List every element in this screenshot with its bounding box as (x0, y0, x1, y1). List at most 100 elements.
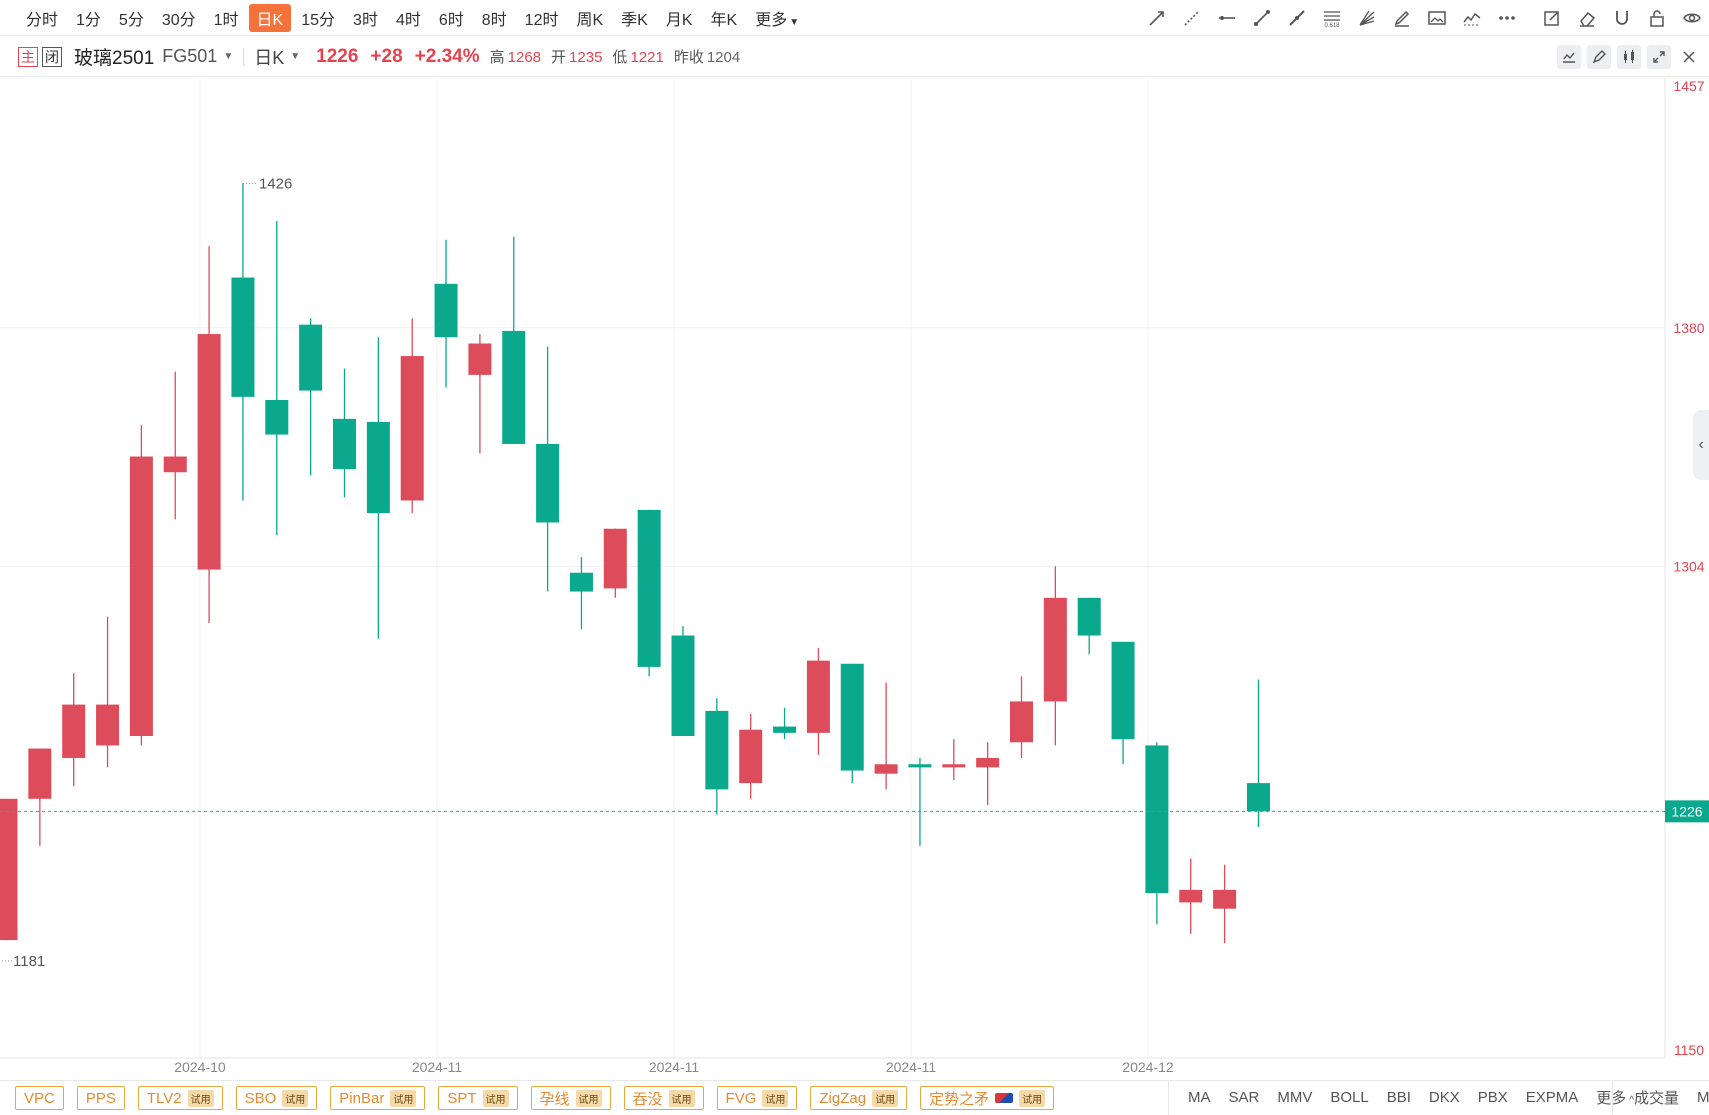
period-tab-label: 6时 (438, 11, 464, 29)
period-tab[interactable]: 更多 ▼ (747, 4, 807, 32)
arrow-line-icon[interactable] (1146, 7, 1168, 29)
candle-body (299, 324, 323, 391)
indicator-settings-icon[interactable] (1557, 45, 1581, 69)
dashed-ray-icon[interactable] (1181, 7, 1203, 29)
close-icon[interactable] (1677, 45, 1701, 69)
low-stat: 低 1221 (612, 46, 663, 67)
trial-badge: 试用 (187, 1089, 214, 1107)
sub-indicator[interactable]: MA (1697, 1089, 1709, 1106)
indicator-button[interactable]: 孕线 试用 (530, 1086, 611, 1110)
image-icon[interactable] (1426, 7, 1448, 29)
period-tab[interactable]: 8时 (474, 4, 515, 32)
indicator-button[interactable]: SPT 试用 (438, 1086, 518, 1110)
y-tick-label: 1457 (1673, 78, 1704, 94)
main-indicator[interactable]: BBI (1386, 1089, 1411, 1106)
candle-body (163, 456, 187, 473)
candle-body (366, 421, 390, 514)
candle-body (908, 764, 932, 768)
candle-body (0, 798, 18, 941)
main-indicator[interactable]: SAR (1228, 1089, 1260, 1106)
fan-icon[interactable] (1356, 7, 1378, 29)
segment-icon[interactable] (1251, 7, 1273, 29)
candle-style-icon[interactable] (1617, 45, 1641, 69)
x-tick-label: 2024-11 (886, 1059, 937, 1075)
candle-body (569, 572, 593, 592)
more-dots-icon[interactable] (1496, 7, 1518, 29)
indicator-button[interactable]: ZigZag 试用 (810, 1086, 908, 1110)
period-tab[interactable]: 4时 (388, 4, 429, 32)
main-indicator[interactable]: BOLL (1330, 1089, 1369, 1106)
indicator-label: SBO (244, 1089, 277, 1107)
period-tab-label: 5分 (118, 11, 144, 29)
pencil-line-icon[interactable] (1286, 7, 1308, 29)
highlighter-icon[interactable] (1391, 7, 1413, 29)
eraser-icon[interactable] (1576, 7, 1598, 29)
fullscreen-icon[interactable] (1647, 45, 1671, 69)
period-tab[interactable]: 分时 (18, 4, 66, 32)
note-edit-icon[interactable] (1541, 7, 1563, 29)
candle-body (1111, 641, 1135, 740)
indicator-button[interactable]: TLV2 试用 (137, 1086, 223, 1110)
indicator-button[interactable]: VPC (15, 1086, 64, 1110)
candle-body (333, 418, 356, 470)
main-indicator[interactable]: MMV (1277, 1089, 1313, 1106)
indicator-button[interactable]: 定势之矛 试用 (920, 1086, 1055, 1110)
indicator-button[interactable]: FVG 试用 (716, 1086, 798, 1110)
candle-body (942, 764, 966, 768)
trial-badge: 试用 (575, 1089, 602, 1107)
main-indicator[interactable]: MA (1188, 1089, 1211, 1106)
candle-body (468, 343, 492, 375)
period-tab[interactable]: 12时 (517, 4, 567, 32)
low-marker-label: 1181 (13, 953, 45, 970)
period-tab[interactable]: 日K (248, 3, 292, 32)
kline-type-dropdown-icon[interactable]: ▼ (290, 51, 301, 62)
candle-body (197, 334, 221, 570)
period-tab[interactable]: 月K (658, 4, 701, 32)
lock-icon[interactable] (1646, 7, 1668, 29)
period-tab-label: 日K (256, 11, 284, 29)
candlestick-chart[interactable]: 1226 1457 1380 1304 1150 2024-10 2024-11 2024-1… (0, 78, 1709, 1078)
period-tab[interactable]: 15分 (293, 4, 343, 32)
period-tab[interactable]: 3时 (345, 4, 386, 32)
period-tab[interactable]: 季K (613, 4, 656, 32)
period-tab[interactable]: 1时 (206, 4, 247, 32)
divider (243, 47, 245, 66)
indicator-label: 定势之矛 (929, 1090, 990, 1108)
main-indicator[interactable]: EXPMA (1525, 1089, 1579, 1106)
draw-toggle-icon[interactable] (1587, 45, 1611, 69)
more-indicators-button[interactable]: 更多 ^ (1596, 1087, 1634, 1108)
prev-close-label: 昨收 (673, 49, 704, 66)
magnet-icon[interactable] (1611, 7, 1633, 29)
symbol-dropdown-icon[interactable]: ▼ (223, 51, 234, 62)
kline-type-select[interactable]: 日K (254, 47, 285, 68)
symbol-name[interactable]: 玻璃2501 (74, 48, 155, 69)
main-indicator[interactable]: PBX (1477, 1089, 1508, 1106)
indicator-label: ZigZag (819, 1089, 867, 1107)
period-tab[interactable]: 5分 (111, 4, 152, 32)
low-label: 低 (612, 49, 628, 66)
period-tab[interactable]: 1分 (68, 4, 109, 32)
horizontal-line-icon[interactable] (1216, 7, 1238, 29)
trend-pattern-icon[interactable] (1461, 7, 1483, 29)
high-stat: 高 1268 (490, 46, 541, 67)
eye-icon[interactable] (1681, 7, 1703, 29)
period-tab[interactable]: 6时 (431, 4, 472, 32)
indicator-button[interactable]: PPS (76, 1086, 125, 1110)
indicator-button[interactable]: SBO 试用 (235, 1086, 318, 1110)
fibonacci-icon[interactable]: 0.618 (1321, 7, 1343, 29)
trial-badge: 试用 (1019, 1089, 1046, 1107)
period-tab[interactable]: 年K (703, 4, 746, 32)
period-tab[interactable]: 周K (568, 4, 611, 32)
sub-indicator[interactable]: 成交量 (1634, 1090, 1680, 1107)
indicator-button[interactable]: 吞没 试用 (623, 1086, 704, 1110)
candle-body (400, 356, 424, 501)
main-indicator[interactable]: DKX (1428, 1089, 1460, 1106)
symbol-code[interactable]: FG501 (162, 46, 218, 66)
more-label: 更多 (1596, 1090, 1627, 1107)
side-panel-toggle[interactable]: ‹ (1693, 410, 1709, 480)
candle-body (976, 757, 1000, 768)
candle-body (637, 509, 661, 667)
indicator-button[interactable]: PinBar 试用 (330, 1086, 426, 1110)
prev-close-stat: 昨收 1204 (674, 46, 740, 67)
period-tab[interactable]: 30分 (154, 4, 204, 32)
